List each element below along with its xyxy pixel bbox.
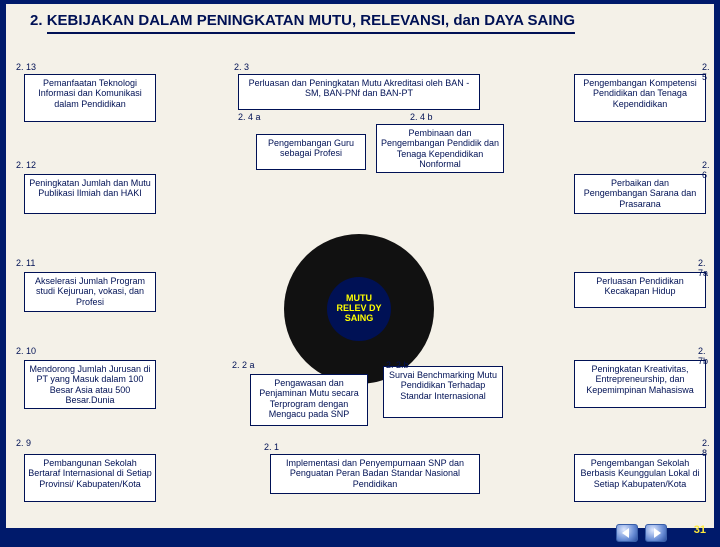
section-number-n27a: 2. 7a (698, 258, 714, 278)
page-number: 31 (694, 524, 706, 536)
policy-box-b212: Peningkatan Jumlah dan Mutu Publikasi Il… (24, 174, 156, 214)
policy-box-b27b: Peningkatan Kreativitas, Entrepreneurshi… (574, 360, 706, 408)
section-number-n23: 2. 3 (234, 62, 249, 72)
next-slide-button[interactable] (645, 524, 667, 542)
section-number-n211: 2. 11 (16, 258, 35, 268)
policy-box-b25: Pengembangan Kompetensi Pendidikan dan T… (574, 74, 706, 122)
policy-box-b27a: Perluasan Pendidikan Kecakapan Hidup (574, 272, 706, 308)
policy-box-b26: Perbaikan dan Pengembangan Sarana dan Pr… (574, 174, 706, 214)
policy-box-b211: Akselerasi Jumlah Program studi Kejuruan… (24, 272, 156, 312)
slide-title: 2. KEBIJAKAN DALAM PENINGKATAN MUTU, REL… (26, 12, 694, 34)
section-number-n21: 2. 1 (264, 442, 279, 452)
policy-box-b23: Perluasan dan Peningkatan Mutu Akreditas… (238, 74, 480, 110)
section-number-n212: 2. 12 (16, 160, 36, 170)
section-number-n27b: 2. 7b (698, 346, 714, 366)
section-number-n24a: 2. 4 a (238, 112, 261, 122)
prev-slide-button[interactable] (616, 524, 638, 542)
section-number-n29: 2. 9 (16, 438, 31, 448)
title-prefix: 2. (30, 12, 47, 29)
section-number-n26: 2. 6 (702, 160, 714, 180)
policy-box-b28: Pengembangan Sekolah Berbasis Keunggulan… (574, 454, 706, 502)
policy-box-b22b: Survai Benchmarking Mutu Pendidikan Terh… (383, 366, 503, 418)
section-number-n213: 2. 13 (16, 62, 36, 72)
section-number-n22a: 2. 2 a (232, 360, 255, 370)
section-number-n24b: 2. 4 b (410, 112, 433, 122)
slide-page: 2. KEBIJAKAN DALAM PENINGKATAN MUTU, REL… (0, 0, 720, 540)
policy-box-b24a: Pengembangan Guru sebagai Profesi (256, 134, 366, 170)
policy-box-b29: Pembangunan Sekolah Bertaraf Internasion… (24, 454, 156, 502)
slide-canvas: 2. KEBIJAKAN DALAM PENINGKATAN MUTU, REL… (6, 4, 714, 528)
policy-box-b210: Mendorong Jumlah Jurusan di PT yang Masu… (24, 360, 156, 409)
section-number-n25: 2. 5 (702, 62, 714, 82)
title-text: KEBIJAKAN DALAM PENINGKATAN MUTU, RELEVA… (47, 12, 575, 34)
section-number-n28: 2. 8 (702, 438, 714, 458)
policy-box-b24b: Pembinaan dan Pengembangan Pendidik dan … (376, 124, 504, 173)
policy-box-b213: Pemanfaatan Teknologi Informasi dan Komu… (24, 74, 156, 122)
section-number-n22b: 2. 2.b (386, 360, 409, 370)
section-number-n210: 2. 10 (16, 346, 36, 356)
policy-box-b21: Implementasi dan Penyempurnaan SNP dan P… (270, 454, 480, 494)
policy-box-b22a: Pengawasan dan Penjaminan Mutu secara Te… (250, 374, 368, 426)
center-circle-label: MUTU RELEV DY SAING (327, 277, 391, 341)
